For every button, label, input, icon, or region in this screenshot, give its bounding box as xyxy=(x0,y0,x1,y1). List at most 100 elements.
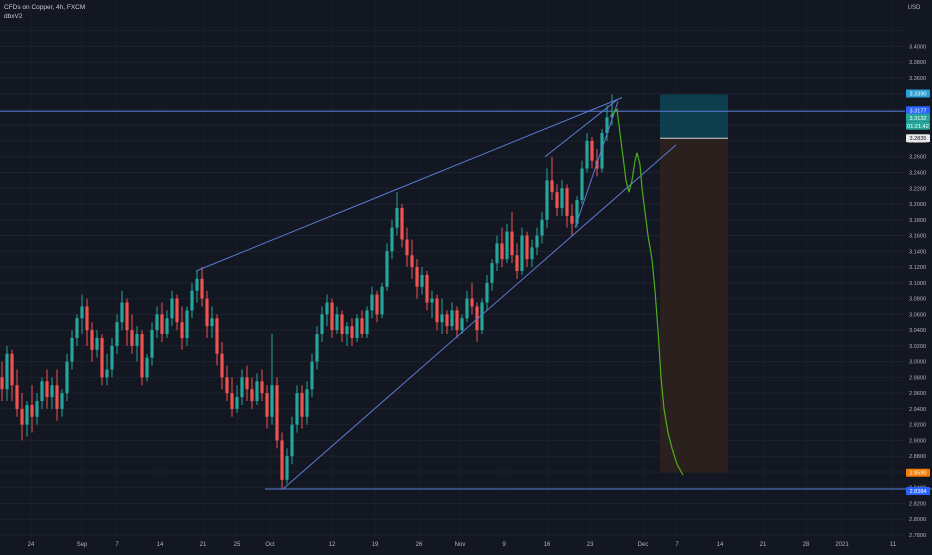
candle xyxy=(35,393,39,425)
candle xyxy=(325,294,329,327)
candle xyxy=(170,290,174,327)
price-tick-label: 2.9200 xyxy=(909,423,926,429)
inner-lower-line[interactable] xyxy=(574,101,619,228)
candle-body xyxy=(455,310,459,331)
candle-body xyxy=(25,404,29,425)
candle-body xyxy=(160,314,164,335)
candle xyxy=(190,282,194,319)
upper-wedge-line[interactable] xyxy=(195,97,623,272)
price-tag-text: 01:21:42 xyxy=(907,124,929,130)
candle-body xyxy=(245,377,249,390)
trendlines[interactable] xyxy=(195,97,932,490)
candle xyxy=(5,345,9,402)
candle-body xyxy=(85,306,89,331)
candle xyxy=(480,298,484,335)
loss-zone xyxy=(660,138,728,473)
candle xyxy=(360,310,364,338)
candle xyxy=(330,298,334,338)
candle-body xyxy=(545,180,549,220)
candle xyxy=(105,353,109,386)
price-tag-stop: 2.8590 xyxy=(906,468,930,477)
price-tick-label: 3.2400 xyxy=(909,170,926,176)
candle-body xyxy=(70,337,74,362)
candle xyxy=(545,168,549,228)
price-tag-bg xyxy=(906,468,930,477)
candle-body xyxy=(60,393,64,409)
candle xyxy=(90,322,94,362)
candle xyxy=(200,267,204,307)
candle xyxy=(585,133,589,173)
candle-body xyxy=(535,235,539,248)
candle xyxy=(590,137,594,169)
candle-body xyxy=(360,318,364,335)
price-tag-bg xyxy=(906,106,930,115)
symbol-title[interactable]: CFDs on Copper, 4h, FXCM xyxy=(4,4,86,11)
candle-body xyxy=(340,314,344,335)
candle-body xyxy=(305,389,309,417)
candle-body xyxy=(55,385,59,409)
price-tag-text: 2.8590 xyxy=(909,471,926,477)
candle-body xyxy=(550,180,554,193)
candle xyxy=(230,377,234,417)
candle xyxy=(60,389,64,417)
candle-body xyxy=(580,168,584,201)
candle xyxy=(465,290,469,323)
candle-body xyxy=(320,314,324,335)
time-tick-label: 14 xyxy=(157,542,164,548)
price-tick-label: 3.3600 xyxy=(909,76,926,82)
candle-body xyxy=(65,361,69,394)
time-tick-label: 21 xyxy=(760,542,767,548)
candle xyxy=(305,381,309,425)
time-tick-label: 7 xyxy=(115,542,119,548)
candle-body xyxy=(480,302,484,331)
candle-body xyxy=(575,200,579,224)
candle xyxy=(205,290,209,338)
lower-wedge-line[interactable] xyxy=(282,144,677,490)
time-tick-label: Nov xyxy=(455,542,466,548)
candle xyxy=(365,306,369,338)
candle xyxy=(85,298,89,346)
candle xyxy=(485,274,489,311)
candle-body xyxy=(300,393,304,417)
price-tag-bg xyxy=(906,121,930,130)
candle-body xyxy=(500,243,504,260)
candle xyxy=(410,239,414,279)
forecast-path xyxy=(611,108,684,476)
candle xyxy=(140,330,144,386)
price-tag-horizontal-line: 3.3177 xyxy=(906,106,930,115)
candle-body xyxy=(420,274,424,287)
candle-body xyxy=(450,310,454,327)
inner-upper-line[interactable] xyxy=(544,98,619,158)
candle xyxy=(240,369,244,405)
price-tag-last-price: 3.3132 xyxy=(906,113,930,122)
candle-body xyxy=(190,290,194,311)
candle xyxy=(65,353,69,402)
price-axis[interactable]: USD3.40003.38003.36003.34003.32003.30003… xyxy=(908,5,926,539)
candle xyxy=(490,259,494,291)
candle xyxy=(335,306,339,335)
price-tick-label: 2.8800 xyxy=(909,454,926,460)
candle-body xyxy=(275,385,279,441)
indicator-label[interactable]: dbxV2 xyxy=(4,13,23,20)
candle xyxy=(180,306,184,350)
candle xyxy=(340,310,344,342)
price-tag-text: 3.3177 xyxy=(909,108,926,114)
candle xyxy=(125,298,129,346)
candle xyxy=(120,290,124,331)
candle-body xyxy=(115,322,119,346)
candle xyxy=(390,219,394,260)
candle xyxy=(565,184,569,228)
candles xyxy=(0,94,614,489)
time-axis[interactable]: 24 Sep 7 14 21 25 Oct 12 19 26 Nov 9 16 23 Dec 7 14 21 28 2… xyxy=(28,542,897,548)
candle xyxy=(450,302,454,331)
candle-body xyxy=(265,393,269,417)
candle-body xyxy=(165,318,169,335)
time-tick-label: Sep xyxy=(77,542,88,548)
candle xyxy=(525,231,529,268)
candle xyxy=(350,318,354,346)
time-tick-label: 23 xyxy=(587,542,594,548)
candle-body xyxy=(315,334,319,362)
candle xyxy=(355,314,359,342)
